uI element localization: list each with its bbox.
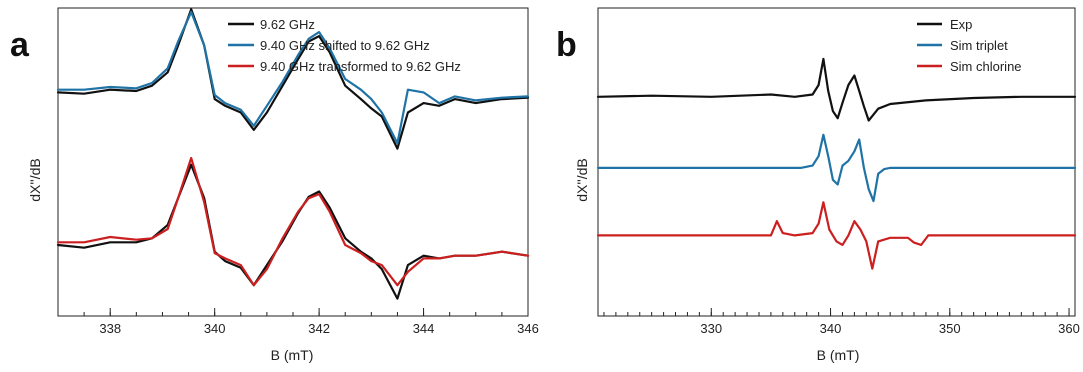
panel-a-ylabel: dX''/dB: [27, 158, 43, 201]
panel-b-ylabel: dX''/dB: [574, 158, 590, 201]
legend-item-transformed: 9.40 GHz transformed to 9.62 GHz: [228, 59, 461, 74]
x-tick-label: 346: [517, 321, 539, 336]
x-tick-label: 350: [939, 321, 961, 336]
legend-item-sim-triplet: Sim triplet: [917, 38, 1008, 53]
x-tick-label: 340: [820, 321, 842, 336]
legend-item-shifted: 9.40 GHz shifted to 9.62 GHz: [228, 38, 430, 53]
legend-item-sim-chlorine: Sim chlorine: [917, 59, 1022, 74]
panel-a-ticks: 338 340 342 344 346: [57, 308, 539, 336]
series-line-a-3: [56, 156, 530, 287]
series-line-b-1: [596, 133, 1077, 203]
svg-text:9.62 GHz: 9.62 GHz: [260, 17, 315, 32]
series-line-a-1: [56, 10, 530, 145]
series-line-a-0: [56, 8, 530, 150]
x-tick-label: 342: [308, 321, 330, 336]
x-tick-label: 338: [99, 321, 121, 336]
x-tick-label: 340: [204, 321, 226, 336]
panel-a-xlabel: B (mT): [271, 347, 314, 363]
legend-item-exp: Exp: [917, 17, 972, 32]
panel-b: b dX''/dB B (mT) 330 340 350 360 Exp Sim tr…: [556, 7, 1080, 363]
panel-b-ticks: 330 340 350 360: [603, 308, 1080, 336]
svg-text:9.40 GHz shifted to 9.62 GHz: 9.40 GHz shifted to 9.62 GHz: [260, 38, 430, 53]
svg-text:Sim triplet: Sim triplet: [950, 38, 1008, 53]
panel-b-curves: [596, 57, 1077, 270]
legend-item-9-62: 9.62 GHz: [228, 17, 315, 32]
x-tick-label: 344: [413, 321, 435, 336]
panel-b-legend: Exp Sim triplet Sim chlorine: [917, 17, 1022, 74]
panel-a-curves: [56, 8, 530, 300]
series-line-b-0: [596, 57, 1077, 122]
panel-a-letter: a: [10, 26, 30, 64]
panel-b-letter: b: [556, 26, 577, 64]
series-line-a-2: [56, 163, 530, 300]
panel-b-frame: [597, 7, 1076, 317]
series-line-b-2: [596, 201, 1077, 270]
svg-text:Sim chlorine: Sim chlorine: [950, 59, 1022, 74]
panel-a-frame: [57, 7, 529, 317]
panel-a: a dX''/dB B (mT) 338 340 342 344 346 9.62 GH…: [10, 7, 539, 363]
svg-text:Exp: Exp: [950, 17, 972, 32]
x-tick-label: 330: [700, 321, 722, 336]
svg-text:9.40 GHz transformed to 9.62 G: 9.40 GHz transformed to 9.62 GHz: [260, 59, 461, 74]
x-tick-label: 360: [1058, 321, 1080, 336]
panel-b-xlabel: B (mT): [817, 347, 860, 363]
panel-a-legend: 9.62 GHz 9.40 GHz shifted to 9.62 GHz 9.…: [228, 17, 461, 74]
